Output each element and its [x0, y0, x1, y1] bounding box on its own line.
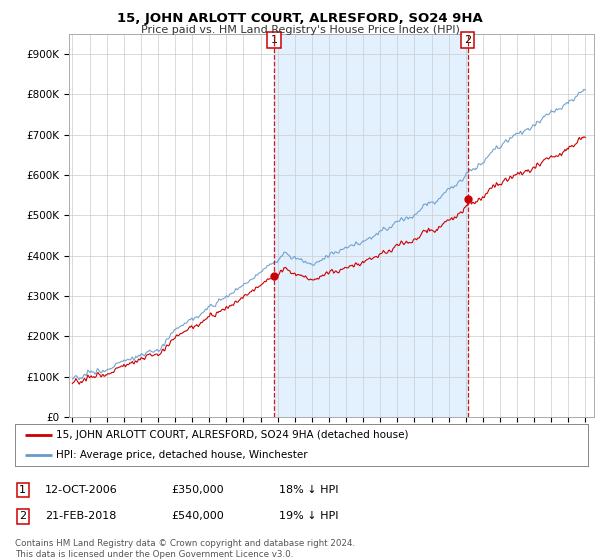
Text: 21-FEB-2018: 21-FEB-2018 [45, 511, 116, 521]
Text: HPI: Average price, detached house, Winchester: HPI: Average price, detached house, Winc… [56, 450, 308, 460]
Bar [274, 34, 468, 417]
Text: 2: 2 [464, 35, 472, 45]
Text: 12-OCT-2006: 12-OCT-2006 [45, 485, 118, 495]
Text: Price paid vs. HM Land Registry's House Price Index (HPI): Price paid vs. HM Land Registry's House … [140, 25, 460, 35]
Text: 18% ↓ HPI: 18% ↓ HPI [279, 485, 338, 495]
Text: £540,000: £540,000 [171, 511, 224, 521]
Text: 1: 1 [19, 485, 26, 495]
Text: £350,000: £350,000 [171, 485, 224, 495]
Text: Contains HM Land Registry data © Crown copyright and database right 2024.
This d: Contains HM Land Registry data © Crown c… [15, 539, 355, 559]
Text: 2: 2 [19, 511, 26, 521]
Text: 15, JOHN ARLOTT COURT, ALRESFORD, SO24 9HA (detached house): 15, JOHN ARLOTT COURT, ALRESFORD, SO24 9… [56, 430, 409, 440]
Text: 15, JOHN ARLOTT COURT, ALRESFORD, SO24 9HA: 15, JOHN ARLOTT COURT, ALRESFORD, SO24 9… [117, 12, 483, 25]
Text: 1: 1 [271, 35, 278, 45]
Text: 19% ↓ HPI: 19% ↓ HPI [279, 511, 338, 521]
